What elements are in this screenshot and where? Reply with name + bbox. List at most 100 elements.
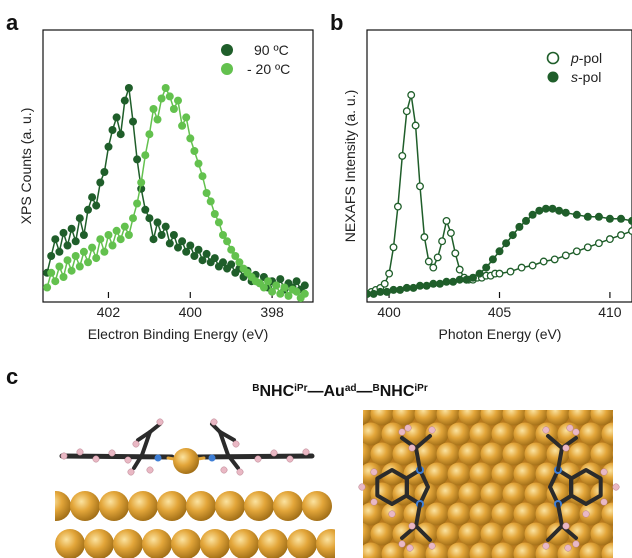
gold-atom-top-81 (480, 522, 504, 546)
chart-a-series-1-point-26 (149, 105, 158, 113)
gold-atom-top-88 (363, 542, 383, 558)
chart-b-series-1-point-31 (572, 210, 581, 219)
chart-a-series-1-point-21 (129, 214, 137, 223)
chart-a-legend: 90 ºC - 20 ºC (221, 42, 290, 77)
chart-a-series-1-point-59 (284, 291, 293, 300)
side-hydrogen-0 (60, 452, 68, 460)
gold-atom-top-98 (579, 542, 603, 558)
hydrogen-top-left-9 (406, 544, 414, 552)
gold-atom-top-1 (370, 410, 394, 426)
chart-a-series-1-point-23 (137, 178, 146, 187)
chart-b-series-1-point-35 (617, 214, 625, 223)
chart-a-series-0-point-57 (276, 275, 285, 284)
molecule-top-right (542, 424, 620, 552)
chart-b-ylabel: NEXAFS Intensity (a. u.) (342, 90, 358, 243)
hydrogen-top-left-7 (398, 540, 406, 548)
gold-atom-side-5 (186, 491, 216, 521)
chart-b-series-0-point-15 (429, 263, 438, 272)
molecules-top (358, 424, 620, 552)
gold-atom-top-17 (447, 422, 471, 446)
gold-atom-top-67 (447, 502, 471, 526)
chart-a-series-1-point-42 (214, 218, 223, 227)
panel-c-title-part-7: NHC (380, 383, 415, 400)
chart-a-series-0-point-6 (67, 224, 76, 233)
hydrogen-top-right-3 (612, 483, 620, 491)
chart-b-series-1-point-17 (475, 269, 484, 278)
chart-a-series-1-point-56 (272, 281, 281, 290)
hydrogen-top-left-6 (404, 424, 412, 432)
gold-atom-side-16 (229, 529, 259, 558)
gold-atom-top-41 (425, 462, 449, 486)
gold-atom-top-16 (425, 422, 449, 446)
chart-a-series-1-point-37 (194, 159, 203, 168)
side-hydrogen-2 (92, 455, 100, 463)
gold-atom-top-47 (557, 462, 581, 486)
chart-a-series-1-point-38 (198, 172, 207, 181)
gold-atom-top-43 (469, 462, 493, 486)
chart-b-series-0-point-11 (411, 121, 420, 130)
gold-atom-top-30 (458, 442, 482, 466)
chart-a-series-0-point-32 (174, 243, 182, 252)
chart-b-series-1-point-15 (462, 275, 471, 284)
chart-a-series-1-point-35 (186, 134, 195, 143)
chart-a-series-0-point-29 (161, 222, 170, 231)
gold-slab-side (55, 491, 335, 558)
chart-b-series-0-point-41 (617, 231, 625, 240)
chart-b-series-0-point-37 (572, 247, 581, 256)
chart-b-series-0-point-4 (380, 279, 389, 288)
chart-b: 400 405 410 Photon Energy (eV) NEXAFS Inte… (342, 29, 632, 342)
chart-b-series-0-point-36 (561, 251, 570, 260)
chart-a-series-1-point-17 (112, 226, 121, 235)
chart-b-series-0-point-18 (442, 216, 451, 225)
chart-a-series-0-point-10 (84, 205, 92, 214)
ipr-bond-left-5 (414, 524, 432, 542)
legend-label-s-pol: s-pol (571, 69, 601, 85)
chart-a-series-1-point-45 (227, 245, 236, 254)
gold-atom-top-32 (502, 442, 526, 466)
gold-atom-top-49 (601, 462, 613, 486)
chart-a-x-ticks: 402 400 398 (97, 292, 284, 320)
chart-a-series-0-point-3 (55, 247, 64, 256)
chart-a-series-0-point-36 (190, 252, 199, 260)
legend-label-90c: 90 ºC (254, 42, 289, 58)
chart-b-series-0-point-34 (539, 257, 548, 266)
chart-b-series-0-point-5 (385, 269, 394, 278)
gold-atom-side-17 (258, 529, 288, 558)
ipr-bond-left-3 (414, 502, 422, 528)
chart-a-series-1-point-22 (133, 199, 142, 208)
hydrogen-top-left-2 (388, 510, 396, 518)
chart-b-series-1-point-12 (442, 277, 451, 286)
chart-a-series-1-point-32 (174, 96, 182, 105)
gold-atom-top-66 (425, 502, 449, 526)
gold-atom-top-36 (590, 442, 613, 466)
gold-atom-top-35 (568, 442, 592, 466)
hydrogen-top-right-1 (600, 498, 608, 506)
chart-a-series-0-point-1 (47, 252, 56, 260)
chart-b-series-1-point-19 (488, 255, 497, 264)
gold-atom-top-28 (414, 442, 438, 466)
chart-a-series-0-point-16 (108, 126, 117, 134)
chart-b-x-ticks: 400 405 410 (377, 292, 622, 320)
chart-a-series-1-point-36 (190, 147, 199, 155)
gold-atom-side-19 (316, 529, 335, 558)
side-au-adatom (173, 448, 199, 474)
hydrogen-top-right-6 (566, 424, 574, 432)
panel-letter-c: c (6, 364, 18, 389)
chart-a-series-0-point-41 (210, 254, 219, 263)
gold-atom-side-10 (55, 529, 85, 558)
chart-b-series-1-point-8 (416, 281, 424, 290)
side-hydrogen-12 (270, 449, 278, 457)
chart-a-series-1-point-55 (268, 287, 277, 296)
chart-a-ylabel: XPS Counts (a. u.) (18, 108, 34, 225)
gold-atom-top-58 (524, 482, 548, 506)
chart-a-series-0-point-35 (186, 241, 195, 250)
gold-atom-top-76 (370, 522, 394, 546)
chart-a-series-0-point-34 (182, 247, 191, 256)
gold-atom-top-24 (601, 422, 613, 446)
gold-atom-side-3 (128, 491, 158, 521)
side-hydrogen-3 (108, 449, 116, 457)
gold-atom-top-13 (363, 422, 383, 446)
hydrogen-top-left-0 (370, 468, 378, 476)
chart-a-series-1-point-29 (161, 84, 170, 92)
